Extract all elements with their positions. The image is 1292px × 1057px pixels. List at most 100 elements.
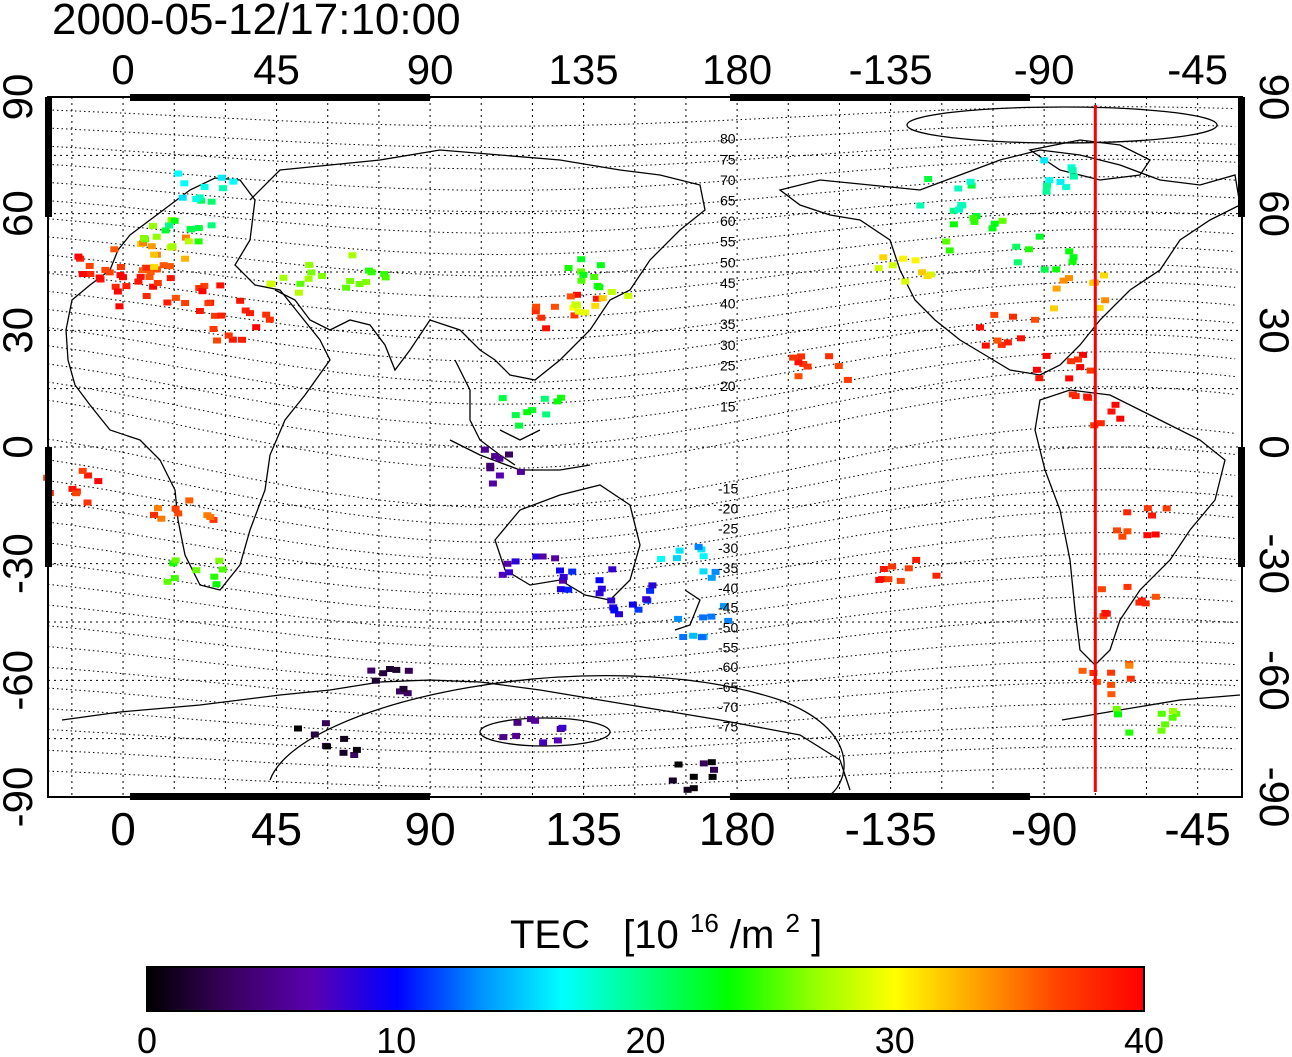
- contour-line: [47, 681, 1236, 718]
- tec-point: [296, 280, 305, 287]
- tec-point: [553, 398, 562, 405]
- tec-point: [171, 557, 180, 564]
- tec-point: [209, 326, 218, 332]
- colorbar-unit-exponent: 16: [690, 908, 719, 938]
- tec-point: [180, 180, 189, 187]
- tec-point: [163, 299, 172, 306]
- tec-point: [1067, 358, 1076, 365]
- tec-point: [228, 336, 237, 343]
- tec-point: [307, 269, 316, 276]
- tec-point: [1071, 393, 1080, 400]
- tec-point: [523, 409, 532, 416]
- right-lat-tick-label: 0: [1251, 435, 1292, 458]
- tec-point: [181, 300, 190, 306]
- left-lat-tick-label: -90: [0, 767, 41, 828]
- tec-point: [896, 577, 905, 584]
- contour-label: -35: [718, 560, 738, 576]
- tec-point: [998, 217, 1007, 224]
- tec-point: [590, 274, 599, 280]
- contour-label: -25: [718, 520, 738, 536]
- contour-line: [47, 724, 1236, 753]
- tec-point: [993, 337, 1002, 344]
- tec-point: [122, 283, 131, 290]
- tec-point: [229, 178, 238, 185]
- tec-measurements: [43, 157, 1181, 793]
- coastline-newzealand: [674, 589, 701, 631]
- tec-point: [1074, 356, 1082, 363]
- tec-point: [95, 274, 104, 281]
- tec-point: [74, 253, 83, 260]
- tec-point: [213, 337, 221, 344]
- tec-point: [194, 238, 203, 245]
- tec-point: [1092, 678, 1101, 685]
- tec-point: [1042, 188, 1051, 195]
- tec-point: [699, 614, 708, 621]
- tec-point: [878, 576, 887, 583]
- tec-point: [689, 632, 698, 639]
- tec-point: [1031, 316, 1039, 323]
- coastline-greenland: [1028, 139, 1151, 181]
- tec-point: [1112, 705, 1121, 712]
- top-lon-tick-label: -90: [1014, 46, 1075, 93]
- tec-point: [1035, 375, 1044, 382]
- map-panel: 80 75 70 65 60 55 50 45 40 35 30 25 20 15 -15 -20 -25 -30…: [43, 96, 1243, 798]
- tec-point: [403, 690, 412, 697]
- tec-point: [879, 254, 888, 261]
- contour-line: [47, 246, 1236, 298]
- tec-point: [174, 510, 183, 517]
- tec-point: [1157, 727, 1166, 734]
- tec-point: [217, 312, 226, 319]
- contour-label: -15: [718, 481, 738, 497]
- tec-point: [1017, 335, 1025, 342]
- tec-point: [113, 288, 122, 295]
- tec-point: [918, 269, 927, 276]
- tec-point: [540, 395, 549, 402]
- tec-point: [1143, 532, 1152, 539]
- tec-point: [265, 316, 274, 323]
- tec-point: [958, 202, 967, 209]
- left-lat-tick-label: 60: [0, 190, 41, 237]
- contour-label: 45: [720, 275, 736, 291]
- right-lat-tick-label: 60: [1251, 190, 1292, 237]
- tec-point: [966, 178, 975, 185]
- contour-line: [47, 158, 1236, 191]
- tec-point: [115, 303, 124, 310]
- colorbar-title: TEC [10 16 /m 2 ]: [510, 897, 822, 957]
- tec-point: [184, 238, 193, 245]
- contour-line: [47, 553, 1236, 613]
- contour-line: [47, 263, 1236, 320]
- tec-point: [674, 615, 683, 622]
- tec-point: [101, 266, 110, 273]
- tec-point: [697, 634, 706, 641]
- tec-point: [607, 597, 616, 604]
- tec-point: [564, 265, 573, 271]
- coastline-north-america: [778, 149, 1241, 376]
- tec-point: [218, 566, 227, 573]
- tec-point: [161, 227, 170, 234]
- tec-point: [78, 271, 87, 277]
- tec-point: [794, 359, 803, 366]
- tec-point: [168, 243, 177, 250]
- tec-point: [1052, 266, 1061, 273]
- right-lat-tick-label: -60: [1251, 650, 1292, 711]
- tec-point: [1123, 509, 1132, 516]
- tec-point: [512, 732, 521, 739]
- contour-line: [47, 176, 1236, 213]
- tec-point: [789, 354, 798, 361]
- tec-point: [149, 222, 157, 229]
- tec-point: [1052, 285, 1061, 292]
- tec-point: [346, 278, 355, 284]
- tec-point: [551, 555, 560, 562]
- tec-point: [955, 206, 963, 213]
- tec-point: [532, 553, 541, 560]
- colorbar-tick-label: 10: [376, 1020, 416, 1057]
- tec-point: [206, 514, 215, 520]
- contour-line: [47, 281, 1236, 341]
- tec-point: [185, 497, 194, 504]
- tec-point: [1107, 408, 1116, 415]
- tec-point: [85, 263, 94, 269]
- tec-point: [110, 246, 119, 253]
- contour-line: [47, 368, 1236, 448]
- tec-point: [1069, 173, 1078, 180]
